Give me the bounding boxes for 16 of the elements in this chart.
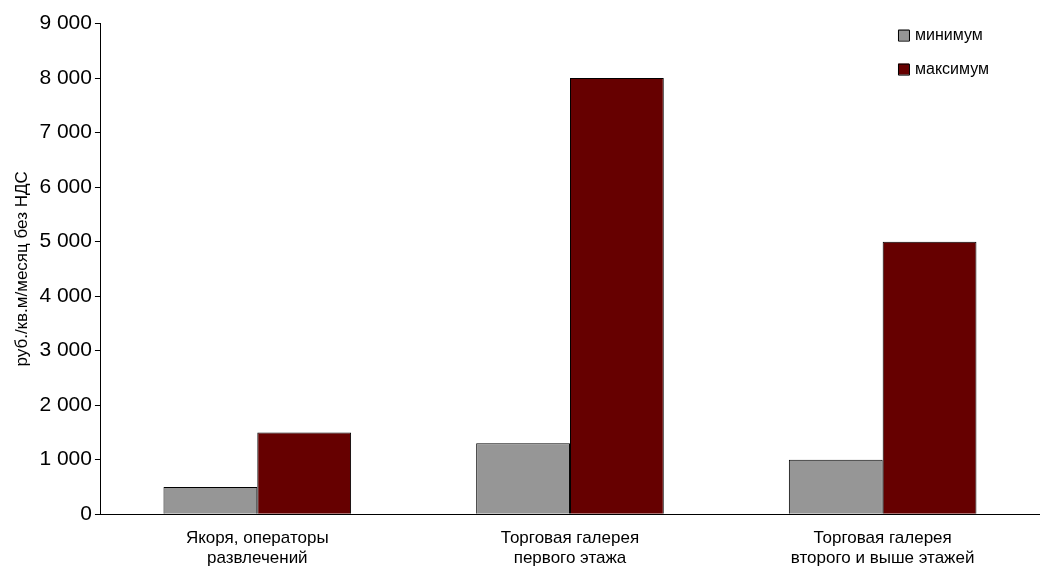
y-tick-label: 0	[80, 501, 92, 524]
y-axis-title: руб./кв.м/месяц без НДС	[11, 171, 31, 367]
x-tick-label: Торговая галерея первого этажа	[500, 528, 640, 568]
y-tick-label: 7 000	[39, 119, 92, 143]
legend-label: минимум	[914, 26, 983, 44]
y-tick-label: 8 000	[39, 64, 92, 88]
y-tick-label: 1 000	[39, 446, 92, 470]
x-tick-label: Торговая галерея второго и выше этажей	[790, 528, 975, 568]
y-tick-label: 2 000	[39, 391, 92, 415]
y-tick-label: 9 000	[39, 10, 92, 34]
y-tick-label: 6 000	[39, 173, 92, 197]
y-tick-label: 3 000	[39, 337, 92, 361]
x-tick-label: Якоря, операторы развлечений	[185, 528, 329, 568]
legend-label: максимум	[914, 60, 989, 78]
y-tick-label: 4 000	[39, 282, 92, 306]
y-tick-label: 5 000	[39, 228, 92, 252]
